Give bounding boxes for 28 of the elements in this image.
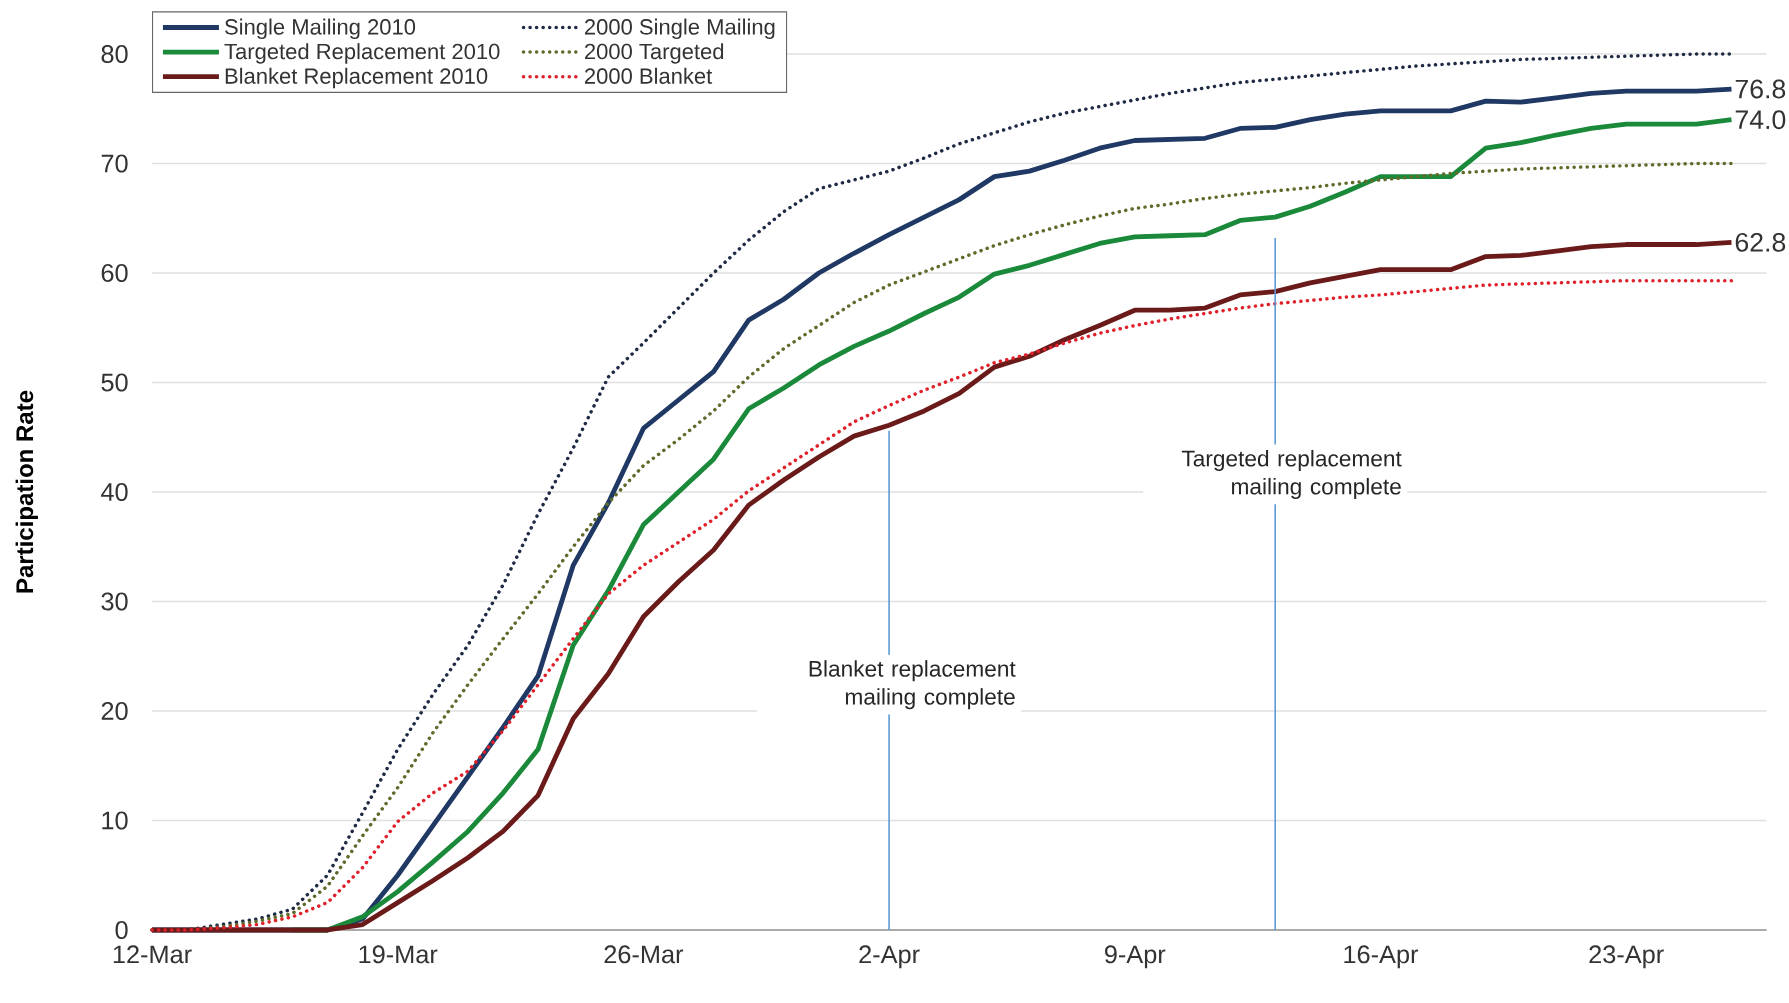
y-tick-label: 60	[101, 264, 128, 282]
legend-label: Blanket Replacement 2010	[225, 67, 488, 89]
x-tick-label: 2-Apr	[859, 945, 920, 969]
ref-line-label: Blanket replacement mailing complete	[809, 660, 1016, 710]
y-tick-label: 50	[101, 373, 128, 392]
legend-label: Targeted Replacement 2010	[224, 43, 500, 64]
ref-line-label: Targeted replacement mailing complete	[1181, 449, 1402, 500]
legend-label: 2000 Targeted	[584, 43, 724, 64]
x-tick-label: 23-Apr	[1589, 945, 1664, 969]
y-tick-label: 80	[101, 45, 128, 63]
x-tick-label: 19-Mar	[359, 945, 438, 964]
legend-label: Single Mailing 2010	[225, 18, 416, 40]
y-axis-title: Participation Rate	[15, 390, 38, 593]
data-label: 76.8	[1735, 79, 1786, 99]
y-tick-label: 70	[101, 154, 128, 173]
y-tick-label: 30	[101, 592, 128, 611]
y-tick-label: 20	[101, 702, 128, 720]
x-tick-label: 26-Mar	[604, 945, 684, 964]
x-tick-label: 12-Mar	[113, 945, 192, 964]
data-label: 62.8	[1735, 232, 1786, 252]
y-tick-label: 40	[101, 483, 128, 501]
x-tick-label: 16-Apr	[1344, 945, 1419, 969]
legend-label: 2000 Single Mailing	[584, 18, 775, 40]
data-label: 74.0	[1735, 110, 1786, 130]
y-tick-label: 10	[102, 811, 128, 830]
y-tick-label: 0	[115, 921, 128, 939]
x-tick-label: 9-Apr	[1105, 945, 1166, 969]
legend-label: 2000 Blanket	[584, 67, 713, 84]
